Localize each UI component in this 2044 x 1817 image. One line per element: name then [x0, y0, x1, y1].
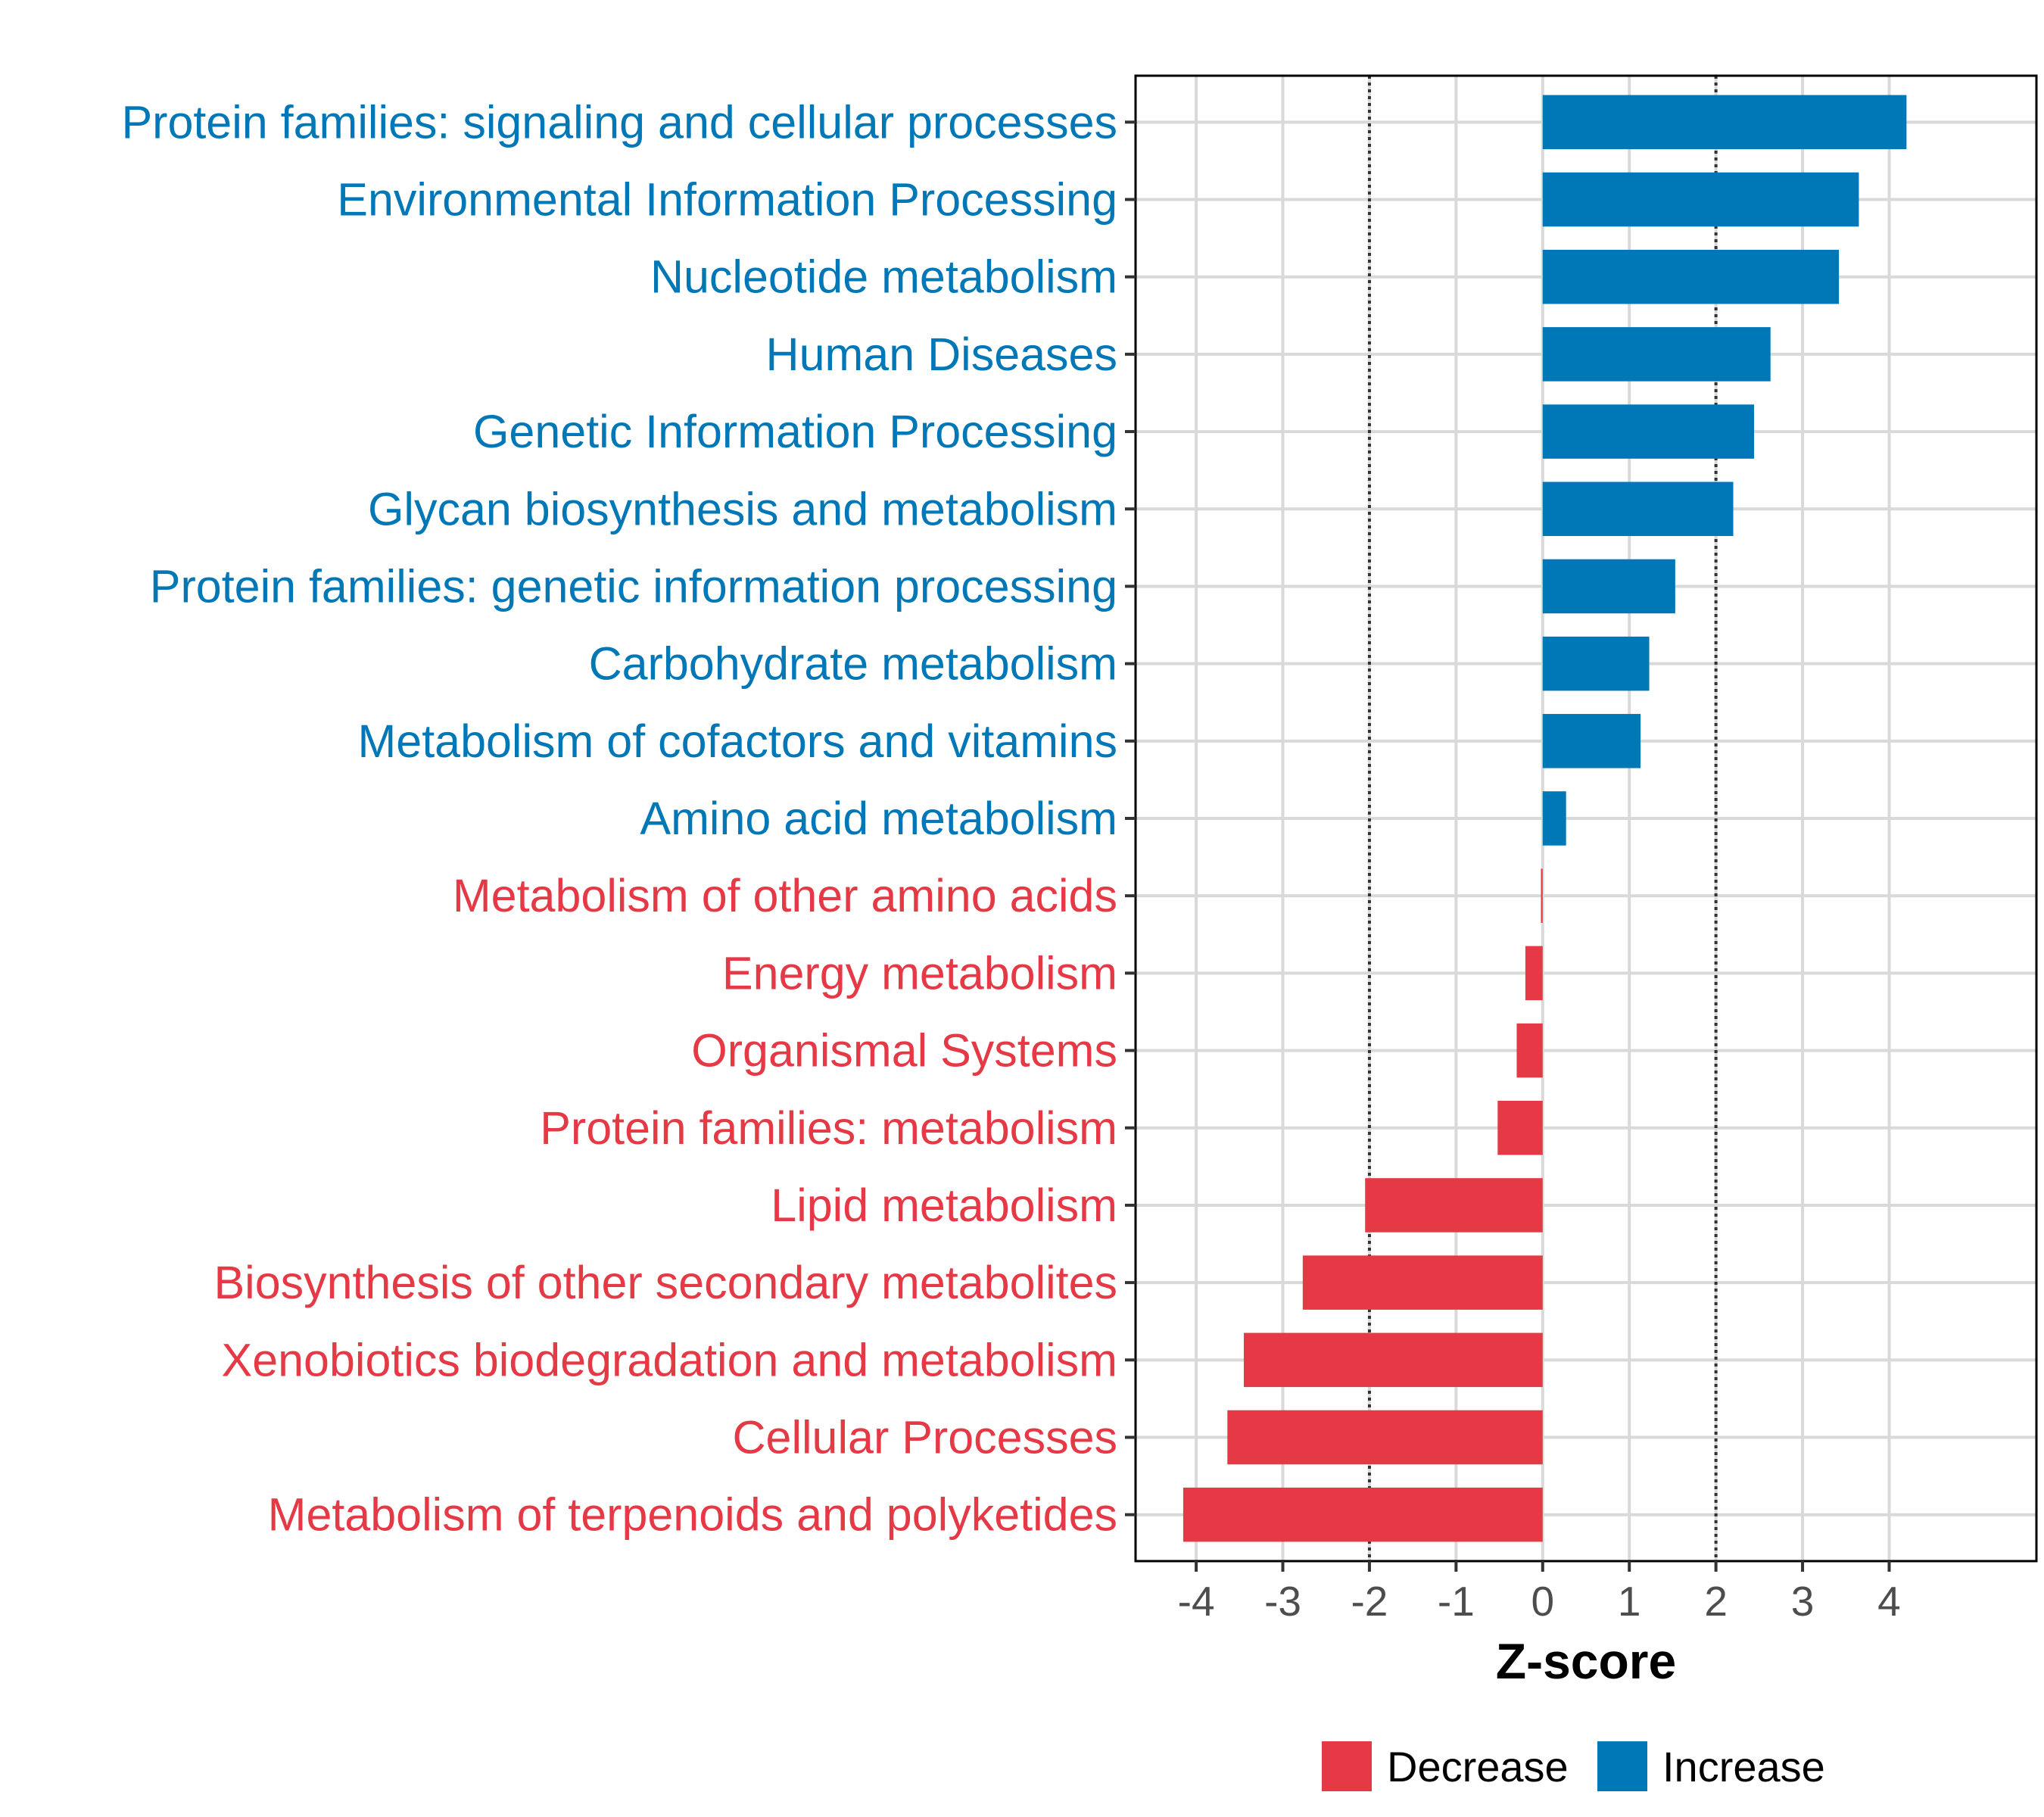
x-tick-label: 1: [1618, 1578, 1641, 1625]
bar-xenobiotics-biodegradation-and-metabolism: [1244, 1332, 1543, 1388]
x-tick-label: -1: [1438, 1578, 1475, 1625]
category-label-energy-metabolism: Energy metabolism: [722, 947, 1117, 999]
bar-biosynthesis-of-other-secondary-metabolites: [1302, 1255, 1543, 1310]
x-tick-label: 2: [1704, 1578, 1728, 1625]
y-axis-ticks: [1125, 120, 1136, 1516]
bar-protein-families-metabolism: [1497, 1100, 1543, 1155]
bar-metabolism-of-other-amino-acids: [1541, 868, 1543, 923]
bar-cellular-processes: [1227, 1410, 1543, 1465]
category-label-genetic-information-processing: Genetic Information Processing: [473, 406, 1117, 457]
bar-organismal-systems: [1516, 1023, 1543, 1078]
x-tick-label: 0: [1531, 1578, 1554, 1625]
bars: [1182, 95, 1907, 1542]
category-label-environmental-information-processing: Environmental Information Processing: [337, 174, 1117, 226]
bar-metabolism-of-cofactors-and-vitamins: [1542, 714, 1641, 768]
bar-carbohydrate-metabolism: [1542, 636, 1650, 691]
bar-lipid-metabolism: [1365, 1178, 1543, 1233]
bar-environmental-information-processing: [1542, 172, 1859, 227]
bar-protein-families-genetic-information-processing: [1542, 559, 1675, 614]
x-tick-label: 4: [1877, 1578, 1901, 1625]
legend-key-decrease: [1322, 1741, 1372, 1791]
category-label-nucleotide-metabolism: Nucleotide metabolism: [650, 251, 1117, 303]
bar-nucleotide-metabolism: [1542, 249, 1840, 304]
category-label-glycan-biosynthesis-and-metabolism: Glycan biosynthesis and metabolism: [368, 483, 1117, 535]
bar-genetic-information-processing: [1542, 404, 1754, 459]
bar-protein-families-signaling-and-cellular-processes: [1542, 95, 1907, 150]
category-label-amino-acid-metabolism: Amino acid metabolism: [640, 793, 1117, 844]
x-tick-label: 3: [1791, 1578, 1815, 1625]
x-tick-label: -2: [1351, 1578, 1388, 1625]
x-tick-label: -4: [1178, 1578, 1215, 1625]
category-label-protein-families-metabolism: Protein families: metabolism: [540, 1102, 1117, 1154]
y-axis-category-labels: Protein families: signaling and cellular…: [121, 96, 1117, 1540]
bar-energy-metabolism: [1525, 946, 1543, 1001]
category-label-metabolism-of-terpenoids-and-polyketides: Metabolism of terpenoids and polyketides: [268, 1489, 1117, 1541]
bar-human-diseases: [1542, 327, 1771, 382]
category-label-biosynthesis-of-other-secondary-metabolites: Biosynthesis of other secondary metaboli…: [213, 1257, 1117, 1308]
category-label-human-diseases: Human Diseases: [766, 329, 1117, 380]
category-label-organismal-systems: Organismal Systems: [691, 1025, 1117, 1077]
bar-metabolism-of-terpenoids-and-polyketides: [1182, 1487, 1543, 1542]
reference-lines: [1367, 76, 1718, 1561]
category-label-carbohydrate-metabolism: Carbohydrate metabolism: [589, 638, 1117, 690]
x-axis-ticks: -4 -3 -2 -1 0 1 2 3 4: [1178, 1561, 1901, 1625]
category-label-protein-families-genetic-information-processing: Protein families: genetic information pr…: [150, 560, 1117, 612]
category-label-lipid-metabolism: Lipid metabolism: [771, 1180, 1117, 1231]
legend-label-decrease: Decrease: [1387, 1743, 1569, 1791]
category-label-cellular-processes: Cellular Processes: [732, 1412, 1117, 1463]
category-label-xenobiotics-biodegradation-and-metabolism: Xenobiotics biodegradation and metabolis…: [222, 1334, 1117, 1385]
x-axis-title: Z-score: [1496, 1633, 1676, 1689]
category-label-protein-families-signaling-and-cellular-processes: Protein families: signaling and cellular…: [121, 96, 1117, 148]
legend-key-increase: [1597, 1741, 1647, 1791]
legend-label-increase: Increase: [1662, 1743, 1825, 1791]
legend: Decrease Increase: [1322, 1741, 1825, 1791]
bar-amino-acid-metabolism: [1542, 791, 1566, 846]
category-label-metabolism-of-other-amino-acids: Metabolism of other amino acids: [453, 870, 1117, 921]
category-label-metabolism-of-cofactors-and-vitamins: Metabolism of cofactors and vitamins: [357, 715, 1117, 767]
bar-glycan-biosynthesis-and-metabolism: [1542, 482, 1734, 537]
x-tick-label: -3: [1264, 1578, 1301, 1625]
